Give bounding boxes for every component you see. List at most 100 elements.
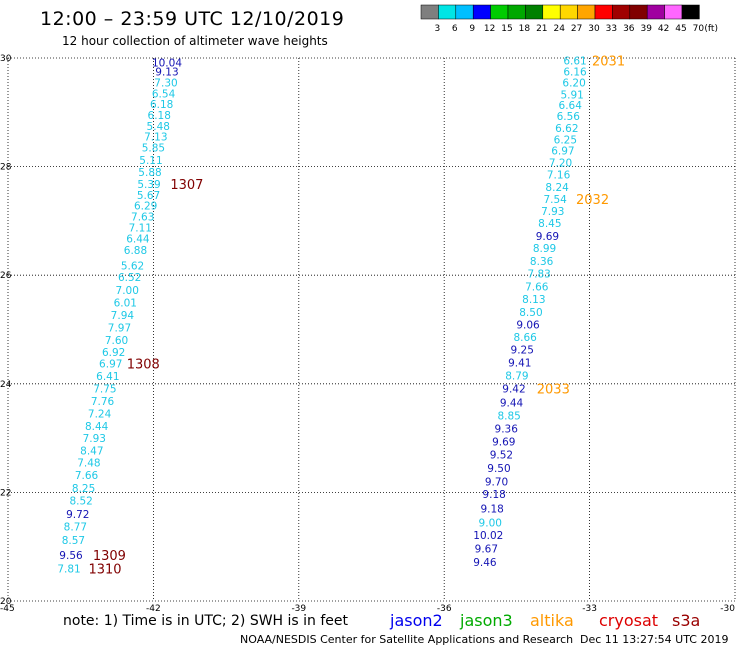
wave-height-point: 6.97 — [551, 145, 574, 157]
wave-height-point: 7.66 — [75, 470, 99, 482]
scale-swatch — [438, 4, 457, 20]
wave-height-point: 7.20 — [549, 157, 572, 169]
wave-height-point: 10.04 — [152, 57, 182, 69]
scale-swatch — [664, 4, 683, 20]
x-tick-label: -36 — [437, 604, 452, 614]
pass-time-label: 2031 — [592, 55, 625, 70]
scale-unit: (ft) — [704, 24, 718, 34]
wave-height-point: 9.00 — [479, 517, 502, 529]
wave-height-point: 8.45 — [538, 218, 561, 230]
scale-label: 3 — [435, 24, 441, 34]
wave-height-point: 5.11 — [139, 155, 162, 167]
wave-height-point: 8.50 — [519, 307, 542, 319]
y-tick-label: 28 — [0, 163, 12, 173]
y-tick-label: 22 — [0, 488, 11, 498]
pass-time-label: 1310 — [88, 562, 121, 577]
data-points: 10.049.137.306.546.186.185.487.135.855.1… — [57, 56, 587, 576]
wave-height-point: 6.64 — [559, 100, 583, 112]
chart-grid — [7, 57, 736, 602]
wave-height-point: 7.48 — [77, 458, 100, 470]
wave-height-point: 6.97 — [99, 359, 122, 371]
scale-swatch — [472, 4, 491, 20]
wave-height-point: 9.72 — [66, 509, 89, 521]
wave-height-point: 7.75 — [93, 384, 116, 396]
wave-height-point: 9.44 — [500, 397, 524, 409]
wave-height-point: 5.85 — [142, 143, 165, 155]
scale-swatch — [646, 4, 665, 20]
wave-height-point: 6.18 — [150, 99, 173, 111]
page-title: 12:00 – 23:59 UTC 12/10/2019 — [40, 8, 345, 30]
wave-height-point: 6.56 — [557, 111, 581, 123]
scale-label: 12 — [484, 24, 495, 34]
wave-height-point: 7.63 — [131, 212, 154, 224]
scale-label: 27 — [571, 24, 582, 34]
wave-height-point: 5.91 — [560, 89, 583, 101]
scale-swatch — [629, 4, 648, 20]
wave-height-point: 7.76 — [91, 396, 115, 408]
wave-height-point: 9.06 — [516, 320, 540, 332]
scale-swatch — [559, 4, 578, 20]
x-tick-label: -39 — [291, 604, 306, 614]
wave-height-point: 9.70 — [485, 477, 508, 489]
wave-height-point: 9.69 — [536, 231, 559, 243]
scale-label: 18 — [519, 24, 531, 34]
wave-height-point: 7.66 — [525, 282, 549, 294]
scale-swatch — [525, 4, 544, 20]
legend-item-jason2: jason2 — [389, 611, 443, 630]
wave-height-point: 9.69 — [492, 436, 515, 448]
wave-height-point: 9.41 — [508, 358, 531, 370]
scale-label: 21 — [536, 24, 547, 34]
satellite-legend: jason2 jason3 altika cryosat s3a — [389, 611, 700, 630]
wave-height-point: 5.88 — [138, 167, 161, 179]
color-scale-bar: 3 6 9 12 15 18 21 24 27 30 33 36 39 42 45 70 (ft) — [420, 4, 718, 34]
scale-swatch — [542, 4, 561, 20]
wave-height-point: 8.66 — [513, 332, 537, 344]
wave-height-point: 8.57 — [62, 535, 85, 547]
wave-height-point: 6.61 — [563, 56, 586, 68]
wave-height-point: 8.52 — [69, 496, 92, 508]
wave-height-point: 7.60 — [105, 335, 128, 347]
wave-height-point: 6.18 — [148, 110, 171, 122]
scale-label: 39 — [640, 24, 652, 34]
scale-swatch — [594, 4, 613, 20]
wave-height-point: 7.94 — [111, 310, 135, 322]
legend-item-s3a: s3a — [672, 611, 700, 630]
y-tick-label: 26 — [0, 271, 12, 281]
scale-label: 30 — [588, 24, 600, 34]
scale-label: 36 — [623, 24, 635, 34]
x-tick-label: -30 — [720, 604, 735, 614]
wave-height-point: 7.93 — [83, 433, 106, 445]
footer-credit: NOAA/NESDIS Center for Satellite Applica… — [240, 633, 574, 646]
wave-height-point: 6.25 — [554, 134, 577, 146]
wave-height-point: 9.67 — [475, 543, 498, 555]
wave-height-point: 7.24 — [88, 409, 112, 421]
legend-item-cryosat: cryosat — [599, 611, 658, 630]
pass-time-label: 2032 — [576, 193, 609, 208]
scale-label: 15 — [501, 24, 512, 34]
scale-label: 33 — [606, 24, 617, 34]
pass-time-label: 1309 — [93, 549, 126, 564]
wave-height-point: 6.20 — [562, 77, 585, 89]
x-tick-label: -45 — [0, 604, 15, 614]
legend-item-altika: altika — [530, 611, 574, 630]
scale-swatch — [681, 4, 700, 20]
wave-height-point: 7.93 — [541, 206, 564, 218]
x-tick-label: -33 — [582, 604, 597, 614]
wave-height-point: 7.97 — [108, 322, 131, 334]
wave-height-point: 10.02 — [473, 530, 503, 542]
wave-height-point: 7.54 — [543, 194, 567, 206]
wave-height-point: 9.25 — [511, 345, 534, 357]
scale-label: 24 — [553, 24, 565, 34]
wave-height-point: 7.83 — [527, 269, 550, 281]
wave-height-point: 7.16 — [547, 170, 571, 182]
wave-height-point: 5.62 — [121, 260, 144, 272]
wave-height-point: 9.50 — [487, 463, 510, 475]
wave-height-point: 5.48 — [147, 121, 170, 133]
wave-height-point: 6.54 — [152, 88, 176, 100]
wave-height-point: 8.47 — [80, 446, 103, 458]
wave-height-point: 6.01 — [114, 297, 137, 309]
wave-height-point: 9.18 — [482, 489, 505, 501]
y-tick-label: 24 — [0, 380, 12, 390]
y-tick-label: 30 — [0, 54, 12, 64]
wave-height-point: 7.30 — [154, 77, 177, 89]
